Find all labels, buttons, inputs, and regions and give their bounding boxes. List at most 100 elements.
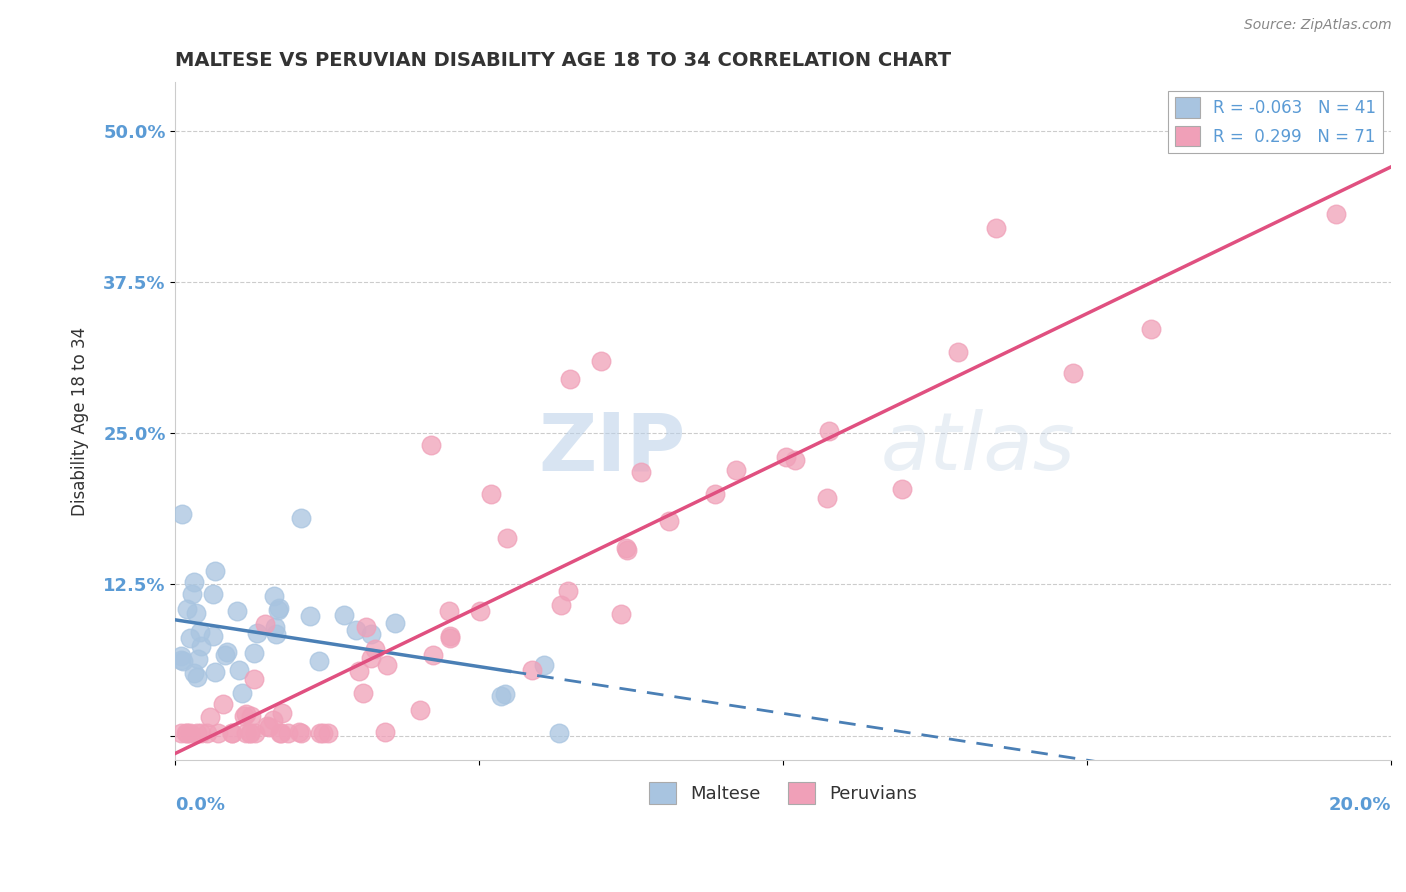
Point (384, 616, 406, 631)
Point (308, 654, 330, 668)
Point (269, 726, 291, 740)
Point (658, 514, 681, 528)
Point (356, 620, 378, 634)
Point (221, 726, 243, 740)
Point (299, 609, 322, 624)
Point (180, 587, 202, 601)
Point (233, 709, 256, 723)
Point (214, 648, 236, 662)
Point (184, 606, 207, 620)
Point (437, 604, 460, 618)
Point (246, 625, 269, 640)
Point (174, 726, 197, 740)
Text: atlas: atlas (880, 409, 1076, 487)
Point (344, 623, 367, 637)
Point (481, 486, 503, 500)
Point (308, 726, 330, 740)
Point (377, 658, 399, 673)
Point (703, 487, 725, 501)
Point (1140, 321, 1163, 335)
Point (360, 627, 382, 641)
Point (188, 625, 211, 640)
Point (496, 531, 519, 545)
Point (1062, 366, 1084, 380)
Point (242, 672, 264, 686)
Point (215, 645, 238, 659)
Point (239, 726, 262, 740)
Point (226, 604, 249, 618)
Point (948, 345, 970, 359)
Point (547, 726, 569, 740)
Text: Source: ZipAtlas.com: Source: ZipAtlas.com (1244, 18, 1392, 32)
Point (228, 663, 250, 677)
Point (364, 642, 387, 657)
Point (815, 491, 838, 505)
Point (183, 665, 205, 680)
Point (172, 655, 194, 669)
Point (316, 726, 339, 740)
Point (235, 726, 257, 740)
Point (775, 450, 797, 464)
Point (257, 720, 280, 734)
Point (609, 607, 631, 621)
Point (253, 616, 276, 631)
Point (290, 726, 312, 740)
Point (489, 690, 512, 704)
Point (409, 703, 432, 717)
Point (202, 629, 225, 643)
Point (312, 726, 335, 740)
Point (170, 648, 193, 663)
Point (267, 601, 290, 615)
Point (277, 726, 299, 740)
Point (202, 587, 225, 601)
Point (239, 726, 262, 740)
Point (190, 726, 212, 740)
Point (984, 220, 1007, 235)
Point (817, 424, 839, 438)
Point (240, 708, 263, 723)
Point (271, 706, 294, 720)
Point (179, 632, 201, 646)
Point (890, 483, 912, 497)
Point (186, 670, 208, 684)
Point (170, 653, 193, 667)
Point (419, 438, 441, 452)
Point (262, 714, 284, 728)
Point (288, 725, 311, 739)
Point (589, 353, 612, 368)
Point (264, 620, 287, 634)
Y-axis label: Disability Age 18 to 34: Disability Age 18 to 34 (72, 326, 89, 516)
Point (614, 541, 637, 556)
Point (243, 726, 266, 740)
Text: ZIP: ZIP (538, 409, 686, 487)
Point (183, 574, 205, 589)
Point (439, 629, 461, 643)
Point (235, 706, 257, 721)
Point (170, 726, 193, 740)
Point (1324, 207, 1347, 221)
Point (243, 647, 266, 661)
Legend: Maltese, Peruvians: Maltese, Peruvians (641, 775, 925, 812)
Text: MALTESE VS PERUVIAN DISABILITY AGE 18 TO 34 CORRELATION CHART: MALTESE VS PERUVIAN DISABILITY AGE 18 TO… (176, 51, 952, 70)
Point (176, 726, 198, 740)
Point (290, 510, 312, 524)
Point (221, 726, 243, 740)
Point (352, 686, 374, 700)
Point (347, 665, 370, 679)
Text: 20.0%: 20.0% (1329, 796, 1391, 814)
Point (374, 724, 396, 739)
Point (533, 658, 555, 673)
Point (630, 465, 652, 479)
Point (422, 648, 444, 662)
Point (179, 726, 201, 740)
Point (470, 604, 492, 618)
Point (207, 726, 229, 740)
Point (520, 663, 543, 677)
Point (200, 710, 222, 724)
Point (725, 463, 748, 477)
Point (264, 627, 287, 641)
Point (616, 543, 638, 558)
Point (360, 651, 382, 665)
Point (332, 608, 354, 623)
Point (560, 372, 582, 386)
